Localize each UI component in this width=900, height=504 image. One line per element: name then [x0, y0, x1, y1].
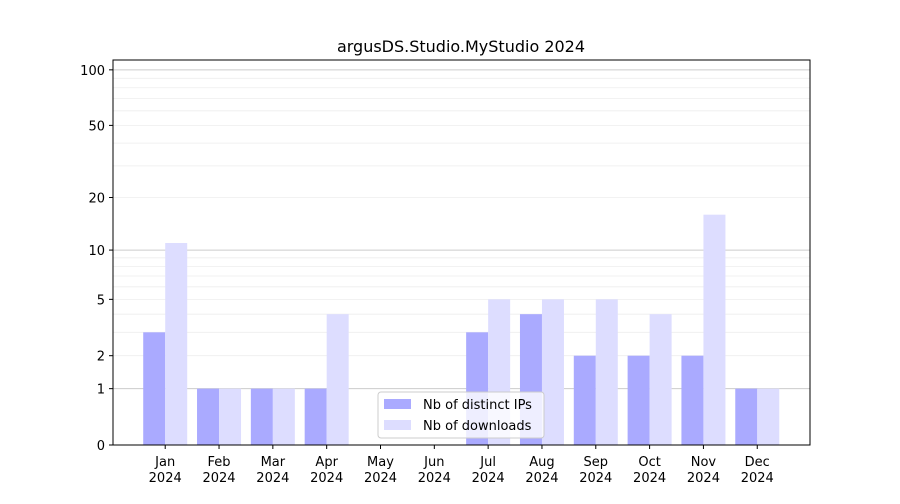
x-tick-label: May [367, 455, 394, 470]
y-tick-label: 5 [97, 293, 105, 308]
x-tick-label: Sep [584, 455, 609, 470]
y-tick-label: 2 [97, 350, 105, 365]
y-tick-label: 1 [97, 383, 105, 398]
bar-downloads [272, 388, 295, 445]
bar-ips [735, 388, 758, 445]
y-tick-label: 10 [88, 244, 105, 259]
x-tick-label: Dec [745, 455, 770, 470]
x-tick-label: 2024 [256, 471, 289, 486]
y-tick-label: 20 [88, 192, 105, 207]
y-tick-label: 100 [80, 64, 105, 79]
plot-frame [112, 59, 811, 446]
bar-ips [197, 388, 220, 445]
legend-swatch [384, 420, 411, 430]
x-tick-label: 2024 [472, 471, 505, 486]
x-tick-label: 2024 [741, 471, 774, 486]
y-tick-label: 0 [97, 439, 105, 454]
x-tick-label: 2024 [579, 471, 612, 486]
x-tick-label: 2024 [202, 471, 235, 486]
bar-ips [143, 332, 166, 445]
x-tick-label: 2024 [149, 471, 182, 486]
x-tick-label: Apr [315, 455, 338, 470]
bar-downloads [165, 243, 188, 445]
bar-ips [573, 355, 596, 445]
x-tick-label: Feb [208, 455, 231, 470]
x-tick-label: Jan [154, 455, 175, 470]
x-tick-label: Jul [479, 455, 496, 470]
chart-title: argusDS.Studio.MyStudio 2024 [337, 37, 585, 56]
x-tick-label: 2024 [310, 471, 343, 486]
x-tick-label: 2024 [633, 471, 666, 486]
x-tick-label: Jun [423, 455, 444, 470]
x-tick-label: Nov [691, 455, 717, 470]
bar-downloads [326, 314, 349, 445]
legend-label: Nb of downloads [423, 419, 532, 434]
bar-ips [627, 355, 650, 445]
x-tick-label: 2024 [525, 471, 558, 486]
x-tick-label: Aug [529, 455, 554, 470]
legend [377, 391, 545, 439]
bar-downloads [757, 388, 780, 445]
x-tick-label: Oct [638, 455, 660, 470]
legend-label: Nb of distinct IPs [423, 398, 532, 413]
bar-downloads [541, 299, 564, 445]
bar-downloads [649, 314, 672, 445]
x-tick-label: 2024 [418, 471, 451, 486]
x-tick-label: Mar [261, 455, 286, 470]
bar-ips [681, 355, 704, 445]
bar-ips [250, 388, 273, 445]
x-tick-label: 2024 [364, 471, 397, 486]
bar-downloads [703, 214, 726, 445]
legend-swatch [384, 399, 411, 409]
bar-ips [304, 388, 327, 445]
x-tick-label: 2024 [687, 471, 720, 486]
bar-downloads [219, 388, 242, 445]
y-tick-label: 50 [88, 119, 105, 134]
bar-downloads [595, 299, 618, 445]
